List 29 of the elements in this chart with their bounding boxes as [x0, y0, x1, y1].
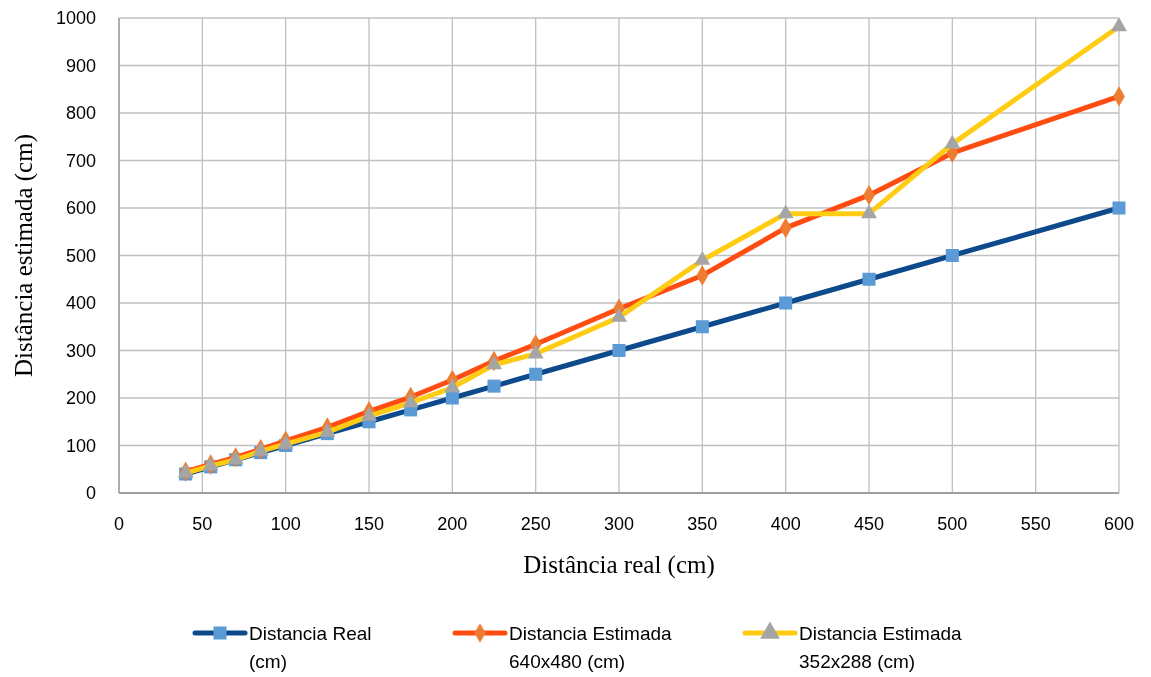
x-tick-label: 550	[1020, 514, 1051, 534]
legend-label: Distancia Estimada 640x480 (cm)	[509, 623, 673, 672]
x-tick-label: 350	[687, 514, 718, 534]
y-tick-label: 0	[85, 483, 96, 503]
x-axis-title: Distância real (cm)	[523, 551, 715, 579]
y-tick-label: 200	[65, 388, 96, 408]
y-tick-label: 700	[65, 150, 96, 171]
y-tick-label: 1000	[55, 8, 96, 28]
y-tick-label: 100	[65, 435, 96, 456]
y-tick-label: 900	[65, 55, 96, 76]
legend-label: Distancia Estimada 352x288 (cm)	[799, 623, 963, 672]
x-tick-label: 50	[192, 514, 213, 534]
legend-label: Distancia Real (cm)	[249, 623, 372, 672]
x-tick-label: 150	[353, 514, 385, 534]
y-tick-label: 300	[65, 340, 96, 361]
y-tick-label: 400	[65, 293, 96, 313]
x-tick-label: 250	[520, 514, 551, 534]
x-tick-label: 450	[853, 514, 885, 534]
x-tick-label: 200	[437, 514, 468, 534]
x-tick-label: 100	[270, 514, 301, 534]
x-tick-label: 500	[937, 514, 968, 534]
x-tick-label: 300	[603, 514, 635, 534]
x-tick-label: 600	[1103, 514, 1135, 534]
x-tick-label: 400	[770, 514, 801, 534]
y-tick-label: 500	[65, 245, 96, 266]
x-tick-label: 0	[113, 514, 125, 534]
y-tick-label: 800	[65, 103, 96, 123]
y-tick-label: 600	[65, 198, 96, 218]
y-axis-title: Distância estimada (cm)	[10, 134, 38, 377]
